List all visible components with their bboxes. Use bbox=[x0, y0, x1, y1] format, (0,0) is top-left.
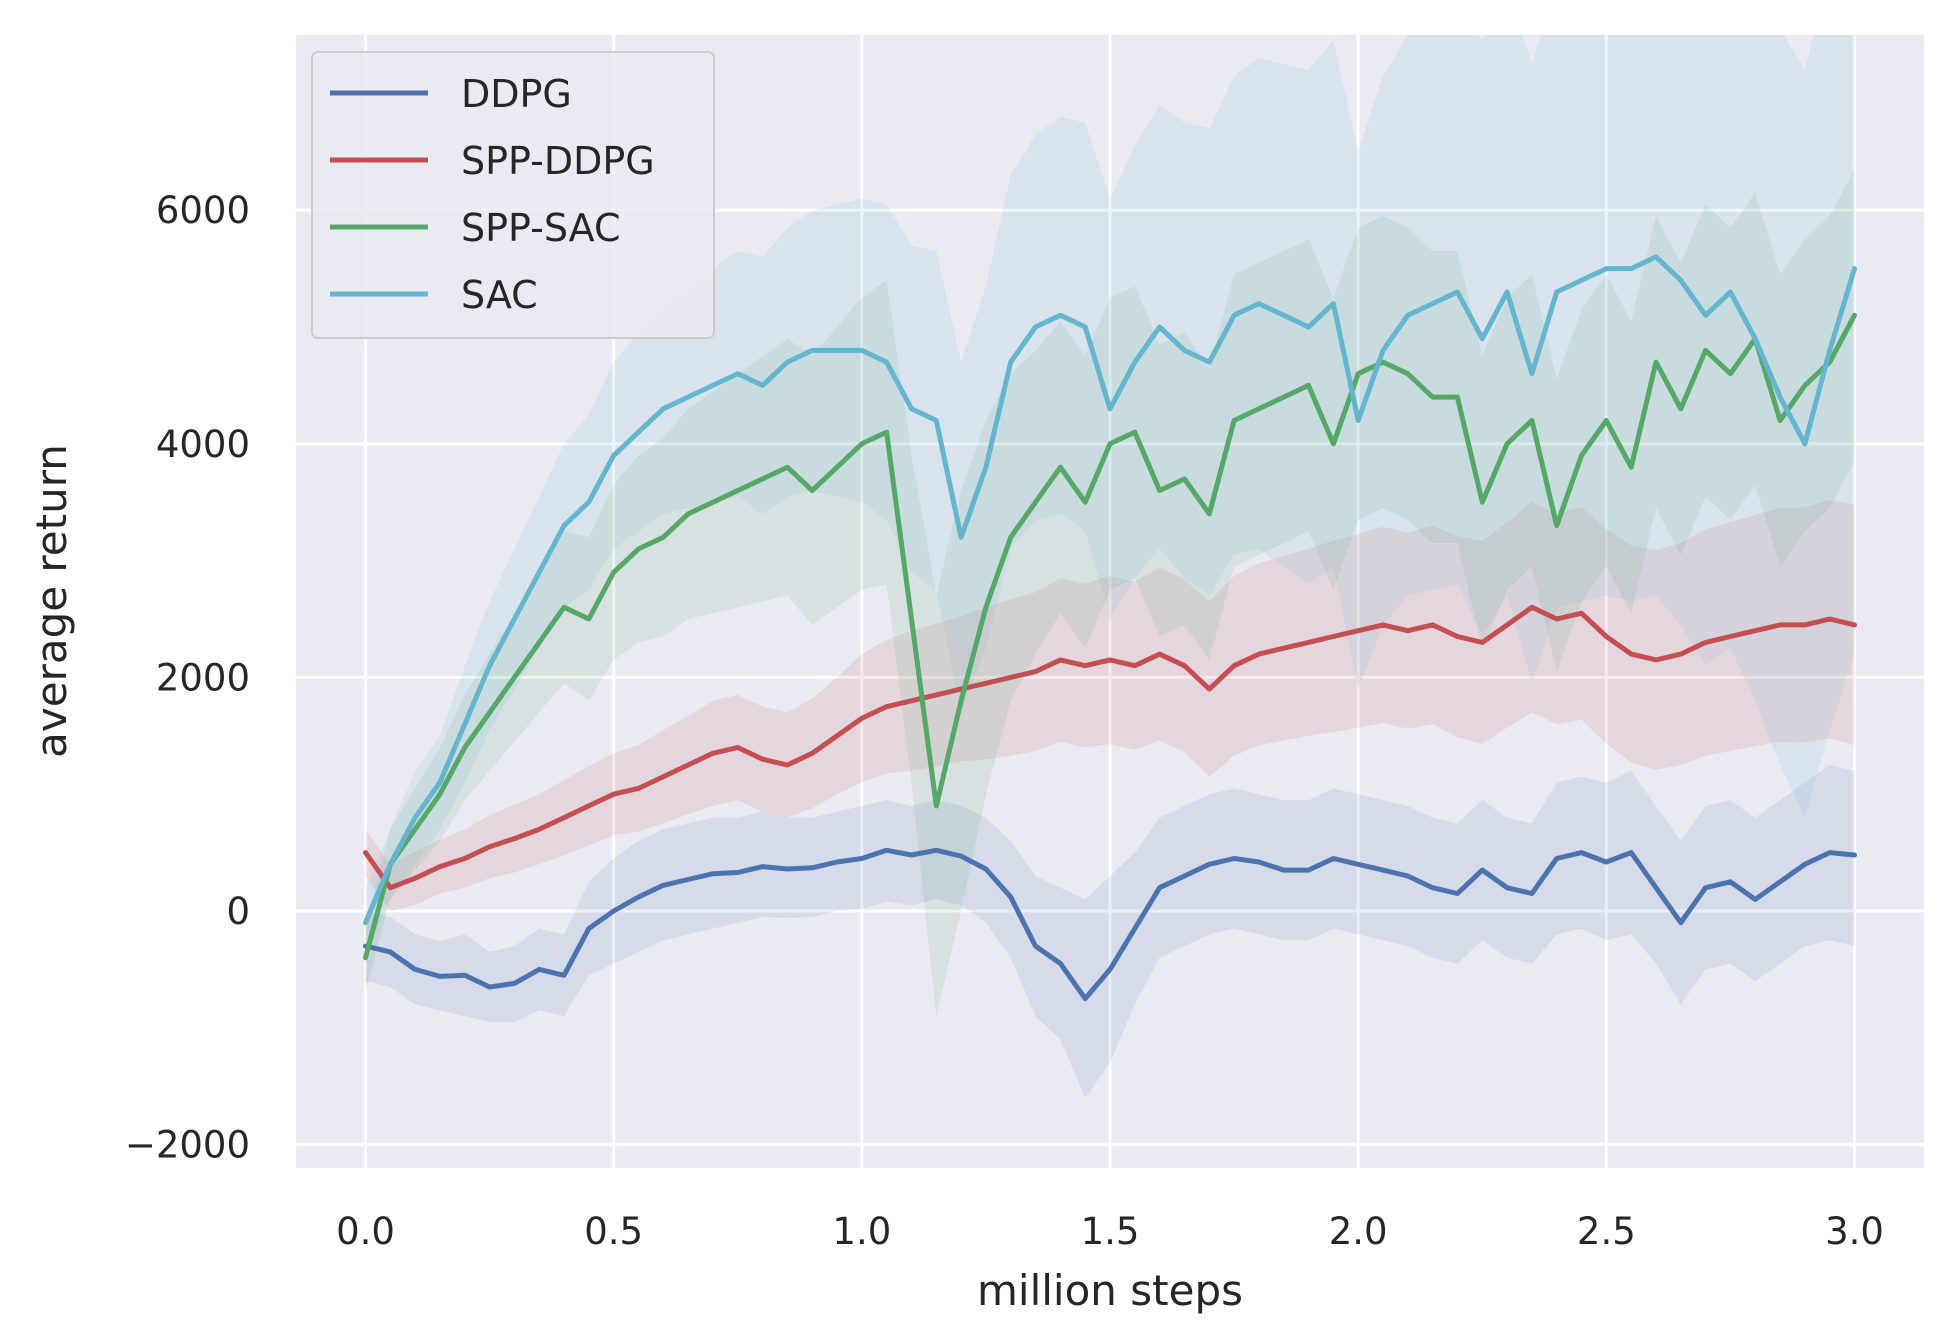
spp-sac-line bbox=[363, 312, 1857, 961]
spp-ddpg-band bbox=[365, 499, 1855, 911]
legend-label-spp-ddpg: SPP-DDPG bbox=[461, 139, 655, 183]
x-tick-label: 0.0 bbox=[336, 1210, 395, 1253]
series-lines bbox=[363, 254, 1857, 1002]
y-tick-label: −2000 bbox=[125, 1124, 250, 1167]
y-tick-label: 6000 bbox=[156, 189, 250, 232]
ddpg-line bbox=[363, 847, 1857, 1002]
y-tick-label: 0 bbox=[226, 890, 250, 933]
legend-label-sac: SAC bbox=[461, 273, 538, 317]
spp-ddpg-line bbox=[363, 604, 1857, 891]
spp-sac-band bbox=[365, 169, 1855, 1017]
sac-line bbox=[363, 254, 1857, 926]
x-tick-label: 1.0 bbox=[832, 1210, 891, 1253]
y-tick-label: 2000 bbox=[156, 656, 250, 699]
x-tick-label: 3.0 bbox=[1825, 1210, 1884, 1253]
x-axis-title: million steps bbox=[977, 1266, 1243, 1315]
x-tick-label: 2.5 bbox=[1577, 1210, 1636, 1253]
x-tick-label: 0.5 bbox=[584, 1210, 643, 1253]
sac-band bbox=[365, 35, 1855, 958]
y-axis-ticks: −2000 0 2000 4000 6000 bbox=[125, 189, 250, 1166]
legend-box bbox=[311, 51, 715, 339]
legend-label-ddpg: DDPG bbox=[461, 72, 572, 116]
legend-label-spp-sac: SPP-SAC bbox=[461, 206, 621, 250]
x-tick-label: 1.5 bbox=[1081, 1210, 1140, 1253]
x-tick-label: 2.0 bbox=[1329, 1210, 1388, 1253]
legend: DDPG SPP-DDPG SPP-SAC SAC bbox=[311, 51, 715, 339]
x-axis-ticks: 0.0 0.5 1.0 1.5 2.0 2.5 3.0 bbox=[336, 1210, 1884, 1253]
y-axis-title: average return bbox=[27, 444, 76, 758]
confidence-bands bbox=[365, 35, 1855, 1098]
y-tick-label: 4000 bbox=[156, 423, 250, 466]
ddpg-band bbox=[365, 765, 1855, 1098]
